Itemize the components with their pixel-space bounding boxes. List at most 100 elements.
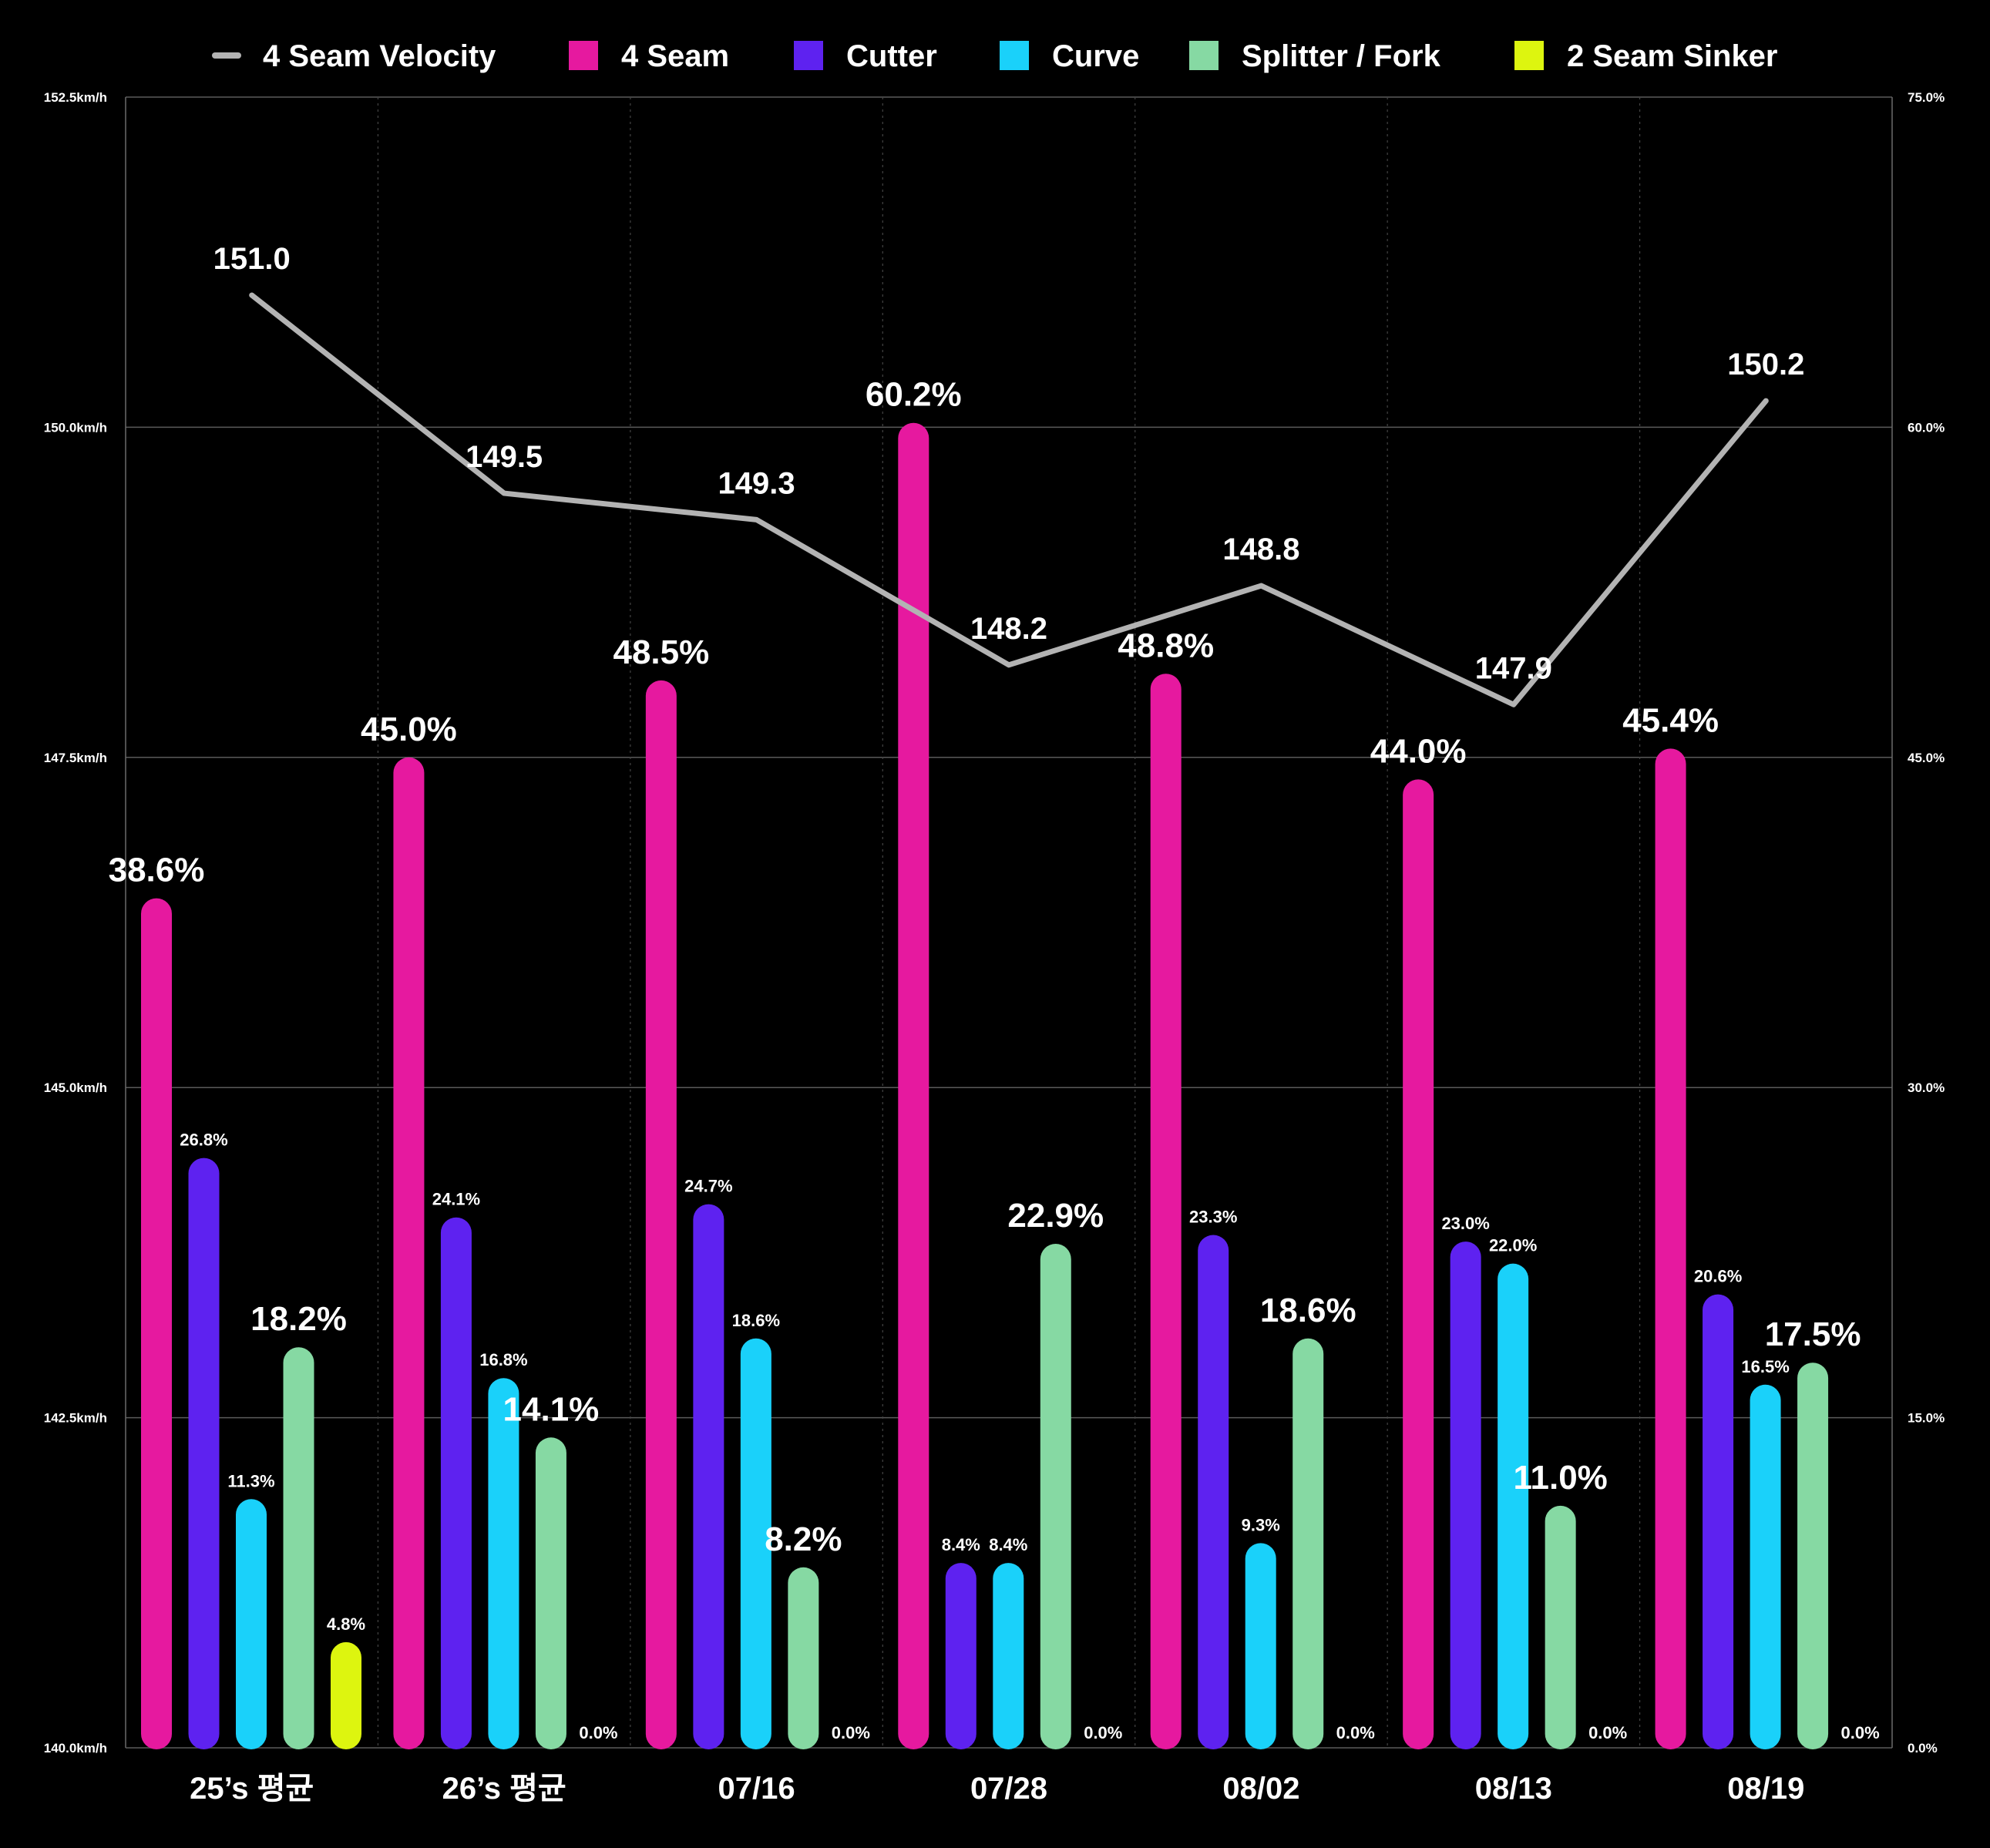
bar-curve [1498,1263,1529,1749]
legend-swatch-curve [1000,41,1029,70]
category-label: 26’s 평균 [442,1772,566,1806]
legend-label: 2 Seam Sinker [1567,39,1778,73]
bar-label-splitter-fork: 22.9% [1007,1197,1104,1235]
left-axis-tick-label: 142.5km/h [44,1411,107,1426]
legend-label: 4 Seam [621,39,729,73]
bar-label-curve: 16.8% [479,1350,527,1369]
left-axis: 140.0km/h 142.5km/h 145.0km/h 147.5km/h 150.… [44,90,107,1756]
legend-label: 4 Seam Velocity [263,39,496,73]
bar-label-4-seam: 48.5% [613,633,709,671]
bar-4-seam [1150,674,1182,1749]
bar-cutter [1198,1235,1229,1749]
bar-label-4-seam: 38.6% [109,852,205,889]
bar-label-splitter-fork: 8.2% [765,1520,842,1558]
bar-4-seam [898,422,929,1749]
left-axis-tick-label: 145.0km/h [44,1080,107,1095]
bar-label-curve: 11.3% [227,1471,274,1490]
bar-4-seam [645,680,677,1749]
bar-label-splitter-fork: 18.6% [1260,1292,1356,1329]
bar-label-splitter-fork: 14.1% [503,1390,600,1428]
bar-cutter [1703,1294,1734,1749]
bar-label-2-seam-sinker: 0.0% [1588,1723,1627,1742]
velocity-point-label: 148.8 [1222,533,1299,566]
right-axis-tick-label: 0.0% [1908,1741,1938,1756]
bar-label-cutter: 23.0% [1441,1214,1489,1233]
bar-splitter-fork [1040,1243,1071,1749]
category-label: 08/13 [1475,1772,1552,1806]
bar-4-seam [393,757,425,1749]
left-axis-tick-label: 147.5km/h [44,751,107,765]
category-label: 07/16 [718,1772,795,1806]
bar-label-2-seam-sinker: 0.0% [579,1723,617,1742]
bar-label-cutter: 24.1% [432,1190,480,1209]
legend-label: Splitter / Fork [1242,39,1441,73]
left-axis-tick-label: 140.0km/h [44,1741,107,1756]
bar-curve [993,1563,1024,1749]
right-axis-tick-label: 45.0% [1908,751,1945,765]
bar-curve [488,1378,519,1749]
bar-cutter [440,1217,472,1749]
legend-swatch-line [212,52,241,59]
bar-curve [1750,1384,1781,1749]
left-axis-tick-label: 152.5km/h [44,90,107,105]
bar-label-cutter: 26.8% [180,1131,227,1150]
legend: 4 Seam Velocity 4 Seam Cutter Curve Splitter… [212,39,1778,73]
velocity-point-label: 149.5 [466,440,543,474]
bar-label-splitter-fork: 18.2% [250,1300,347,1338]
bar-label-4-seam: 48.8% [1118,627,1214,664]
bar-cutter [188,1158,220,1749]
bar-cutter [1450,1242,1481,1749]
right-axis-tick-label: 75.0% [1908,90,1945,105]
velocity-point-label: 151.0 [213,242,291,276]
bar-4-seam [141,898,172,1749]
legend-swatch-cutter [794,41,823,70]
velocity-line-path [249,292,1769,707]
bar-label-splitter-fork: 11.0% [1513,1459,1607,1497]
bar-label-2-seam-sinker: 0.0% [1336,1723,1375,1742]
category-label: 08/02 [1222,1772,1299,1806]
velocity-point-label: 148.2 [970,612,1047,646]
category-label: 08/19 [1727,1772,1804,1806]
velocity-point-label: 149.3 [718,466,795,500]
bar-cutter [693,1204,724,1749]
right-axis-tick-label: 30.0% [1908,1080,1945,1095]
bar-splitter-fork [1292,1338,1324,1749]
legend-label: Curve [1052,39,1139,73]
bar-label-2-seam-sinker: 4.8% [327,1614,365,1634]
bars [141,422,1829,1749]
bar-label-curve: 9.3% [1242,1515,1280,1534]
bar-label-splitter-fork: 17.5% [1765,1315,1861,1353]
bar-label-2-seam-sinker: 0.0% [832,1723,870,1742]
bar-curve [236,1499,267,1749]
right-axis-tick-label: 60.0% [1908,420,1945,435]
bar-label-4-seam: 60.2% [866,376,962,414]
bar-4-seam [1655,748,1686,1749]
bar-splitter-fork [1797,1362,1829,1749]
bar-label-2-seam-sinker: 0.0% [1084,1723,1122,1742]
bar-splitter-fork [1545,1505,1576,1749]
bar-label-4-seam: 45.0% [361,711,457,748]
bar-label-curve: 16.5% [1741,1357,1789,1376]
velocity-point-label: 150.2 [1727,348,1804,381]
bar-label-curve: 8.4% [989,1535,1027,1554]
bar-label-curve: 22.0% [1489,1236,1537,1255]
bar-label-curve: 18.6% [732,1311,780,1330]
bar-label-cutter: 8.4% [942,1535,980,1554]
bar-labels: 38.6% 26.8% 11.3% 18.2% 4.8% 45.0% 24.1% 16.8% 1… [109,376,1880,1742]
bar-curve [740,1338,771,1749]
legend-swatch-4-seam [569,41,598,70]
velocity-point-label: 147.9 [1475,651,1552,685]
bar-splitter-fork [535,1437,566,1749]
bar-splitter-fork [283,1347,314,1749]
bar-splitter-fork [788,1567,819,1749]
bar-4-seam [1403,779,1434,1749]
category-label: 07/28 [970,1772,1047,1806]
bar-label-cutter: 23.3% [1189,1208,1237,1227]
legend-swatch-splitter-fork [1189,41,1219,70]
bar-label-2-seam-sinker: 0.0% [1840,1723,1879,1742]
bar-label-4-seam: 45.4% [1622,701,1719,739]
legend-label: Cutter [846,39,937,73]
bar-curve [1245,1543,1276,1749]
bar-2-seam-sinker [331,1641,361,1749]
